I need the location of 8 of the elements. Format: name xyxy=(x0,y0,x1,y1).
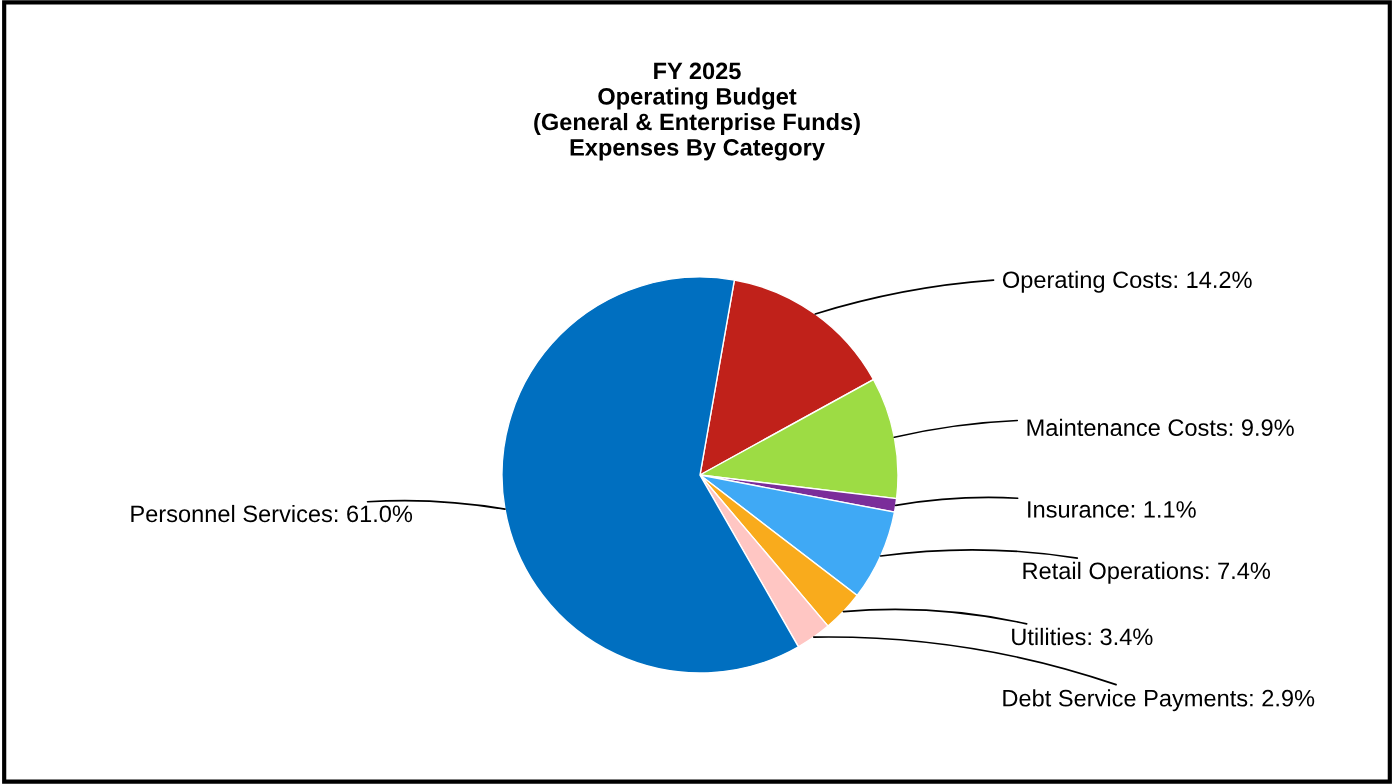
slice-label: Operating Costs: 14.2% xyxy=(1002,270,1252,293)
slice-label: Utilities: 3.4% xyxy=(1012,627,1153,646)
slice-label: Personnel Services: 61.0% xyxy=(131,504,413,523)
slice-label: Maintenance Costs: 9.9% xyxy=(1027,418,1294,437)
slice-label: Insurance: 1.1% xyxy=(1028,501,1196,518)
slice-label: Retail Operations: 7.4% xyxy=(1023,561,1271,584)
slice-label: Debt Service Payments: 2.9% xyxy=(1003,689,1315,712)
chart-title: FY 2025 Operating Budget (General & Enterprise Funds) Expenses By Category xyxy=(534,62,860,161)
